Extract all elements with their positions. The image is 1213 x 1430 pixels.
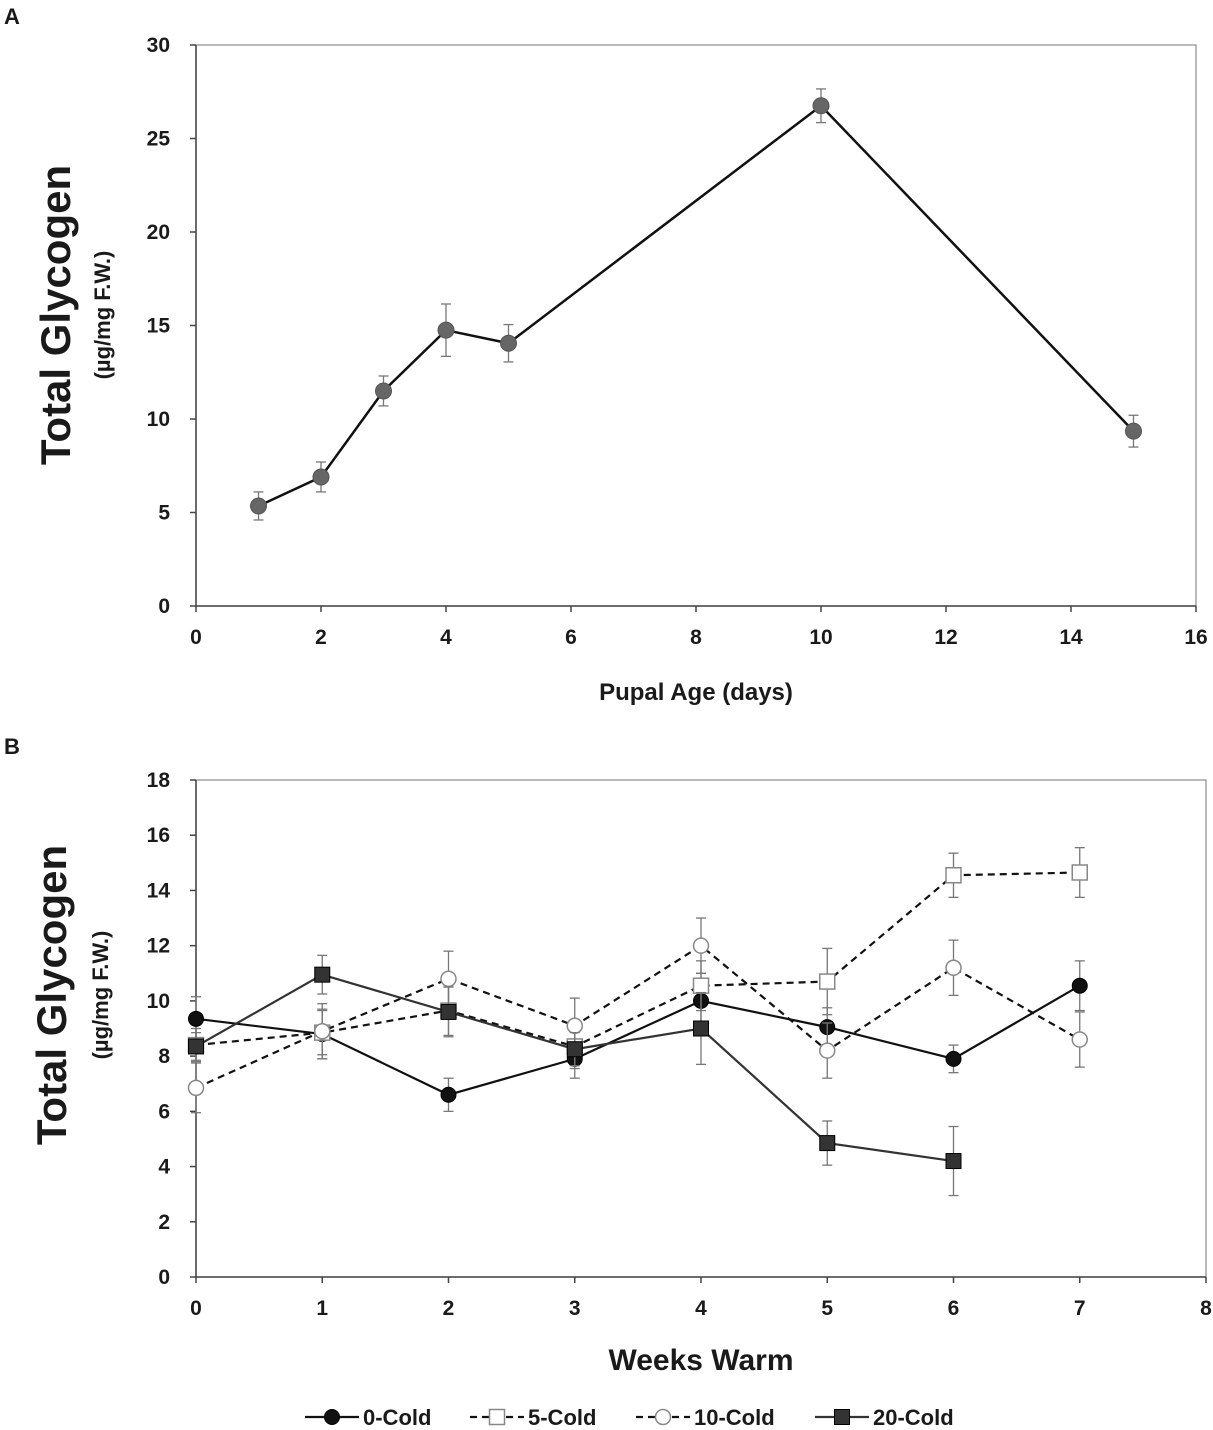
panel-b-series-20-cold-point bbox=[566, 1041, 583, 1058]
panel-a-series-total-glycogen-point bbox=[812, 97, 830, 115]
panel-b-series-10-cold-point bbox=[314, 1023, 331, 1040]
panel-b-x-tick-label: 1 bbox=[316, 1297, 328, 1320]
legend-label-3: 20-Cold bbox=[873, 1405, 954, 1430]
panel-a-y-tick-label: 0 bbox=[158, 595, 170, 618]
panel-b-series-20-cold-point bbox=[188, 1038, 204, 1055]
panel-b-y-axis-subtitle: (µg/mg F.W.) bbox=[88, 931, 113, 1060]
panel-a-x-tick-label: 4 bbox=[440, 626, 452, 649]
panel-b-series-10-cold-point bbox=[440, 970, 457, 988]
panel-b-label: B bbox=[4, 734, 20, 759]
panel-b-x-tick-label: 7 bbox=[1074, 1297, 1086, 1320]
panel-b-x-tick-label: 5 bbox=[821, 1297, 833, 1320]
panel-b-series-20-cold-point bbox=[693, 1020, 709, 1037]
panel-b-series-10-cold-point bbox=[819, 1042, 836, 1059]
legend-marker-0 bbox=[324, 1409, 340, 1425]
panel-b-x-tick-label: 2 bbox=[443, 1297, 455, 1320]
panel-b-y-tick-label: 10 bbox=[147, 990, 170, 1013]
panel-a-label: A bbox=[4, 4, 20, 29]
panel-b-series-20-cold-point bbox=[945, 1153, 962, 1170]
panel-b-y-tick-label: 14 bbox=[147, 879, 171, 902]
panel-a-plot-frame bbox=[195, 44, 1197, 607]
panel-a-y-tick-label: 5 bbox=[158, 502, 170, 525]
panel-a-x-tick-label: 10 bbox=[809, 626, 832, 649]
panel-b-y-tick-label: 16 bbox=[147, 824, 170, 847]
panel-b-y-tick-label: 8 bbox=[158, 1045, 170, 1068]
panel-b-series-20-cold-point bbox=[314, 966, 331, 983]
panel-b-x-tick-label: 3 bbox=[569, 1297, 581, 1320]
panel-b-series-20-cold-point bbox=[440, 1003, 457, 1020]
panel-b-y-tick-label: 2 bbox=[158, 1211, 170, 1234]
panel-a-y-tick-label: 10 bbox=[147, 408, 170, 431]
panel-a-x-tick-label: 0 bbox=[190, 626, 202, 649]
panel-b-series-10-cold-point bbox=[187, 1079, 205, 1097]
panel-b-x-tick-label: 0 bbox=[190, 1297, 202, 1320]
panel-a-y-tick-label: 30 bbox=[147, 34, 170, 57]
panel-a-x-axis-title: Pupal Age (days) bbox=[599, 679, 793, 706]
panel-b-series-10-cold-point bbox=[566, 1017, 583, 1034]
panel-a-x-tick-label: 2 bbox=[315, 626, 327, 649]
panel-b-series-5-cold-point bbox=[819, 973, 836, 990]
panel-b-series-0-cold-line bbox=[195, 984, 1081, 1096]
panel-b-y-axis-title: Total Glycogen bbox=[28, 845, 75, 1145]
legend-marker-2 bbox=[654, 1408, 672, 1426]
panel-a-y-tick-label: 20 bbox=[147, 221, 170, 244]
panel-b-series-10-cold-point bbox=[1071, 1031, 1088, 1048]
panel-a-series-total-glycogen-point bbox=[312, 468, 330, 486]
panel-b-series-5-cold-point bbox=[945, 867, 962, 884]
panel-a-y-axis-subtitle: (µg/mg F.W.) bbox=[90, 251, 115, 380]
panel-b-series-10-cold-line bbox=[195, 944, 1081, 1089]
panel-a-series-total-glycogen-line bbox=[257, 104, 1135, 508]
panel-b-y-tick-label: 12 bbox=[147, 935, 170, 958]
panel-a-series-total-glycogen bbox=[250, 88, 1142, 521]
panel-a-x-tick-label: 8 bbox=[690, 626, 702, 649]
legend-label-2: 10-Cold bbox=[694, 1405, 775, 1430]
panel-b-series-0-cold-point bbox=[945, 1050, 962, 1067]
panel-a-plot: 0 5 10 15 20 25 30 0 2 4 6 8 10 12 14 16 bbox=[147, 34, 1208, 649]
panel-b-y-tick-label: 0 bbox=[158, 1266, 170, 1289]
legend: 0-Cold 5-Cold 10-Cold 20-Cold bbox=[305, 1405, 954, 1430]
panel-a-x-tick-label: 6 bbox=[565, 626, 577, 649]
panel-b-x-axis-title: Weeks Warm bbox=[608, 1344, 793, 1377]
panel-b-series-0-cold-point bbox=[440, 1086, 457, 1103]
panel-a-series-total-glycogen-point bbox=[375, 382, 392, 400]
panel-b-series-10-cold-point bbox=[945, 959, 962, 977]
panel-a-series-total-glycogen-point bbox=[500, 334, 517, 352]
panel-b-y-tick-label: 18 bbox=[147, 769, 171, 792]
legend-marker-3 bbox=[834, 1409, 850, 1425]
panel-a-series-total-glycogen-point bbox=[437, 321, 455, 339]
panel-b-series-5-cold-point bbox=[1071, 864, 1088, 881]
panel-a-x-tick-label: 14 bbox=[1059, 626, 1083, 649]
panel-b-series-10-cold bbox=[187, 917, 1088, 1114]
panel-b-y-tick-label: 6 bbox=[158, 1100, 170, 1123]
panel-b-series-20-cold bbox=[188, 954, 962, 1197]
panel-b-y-tick-label: 4 bbox=[158, 1156, 170, 1179]
panel-b-series-10-cold-point bbox=[692, 937, 710, 954]
panel-b-series-5-cold-point bbox=[692, 977, 710, 994]
panel-b-x-tick-label: 6 bbox=[948, 1297, 960, 1320]
panel-b-series-0-cold-point bbox=[188, 1010, 204, 1027]
panel-b-series-0-cold-point bbox=[1071, 977, 1088, 994]
panel-b-series-20-cold-point bbox=[819, 1135, 836, 1152]
panel-a-y-tick-label: 15 bbox=[147, 315, 171, 338]
panel-a-series-total-glycogen-point bbox=[250, 497, 267, 515]
legend-label-1: 5-Cold bbox=[528, 1405, 596, 1430]
panel-a-x-tick-label: 16 bbox=[1184, 626, 1207, 649]
panel-a-series-total-glycogen-point bbox=[1125, 422, 1142, 440]
panel-a-y-axis-title: Total Glycogen bbox=[32, 165, 79, 465]
panel-b-x-tick-label: 4 bbox=[695, 1297, 707, 1320]
legend-label-0: 0-Cold bbox=[363, 1405, 431, 1430]
panel-a-y-tick-label: 25 bbox=[147, 128, 171, 151]
panel-b-x-tick-label: 8 bbox=[1200, 1297, 1212, 1320]
panel-b-series-5-cold-line bbox=[195, 871, 1080, 1048]
legend-marker-1 bbox=[488, 1408, 506, 1426]
panel-a-x-tick-label: 12 bbox=[934, 626, 957, 649]
